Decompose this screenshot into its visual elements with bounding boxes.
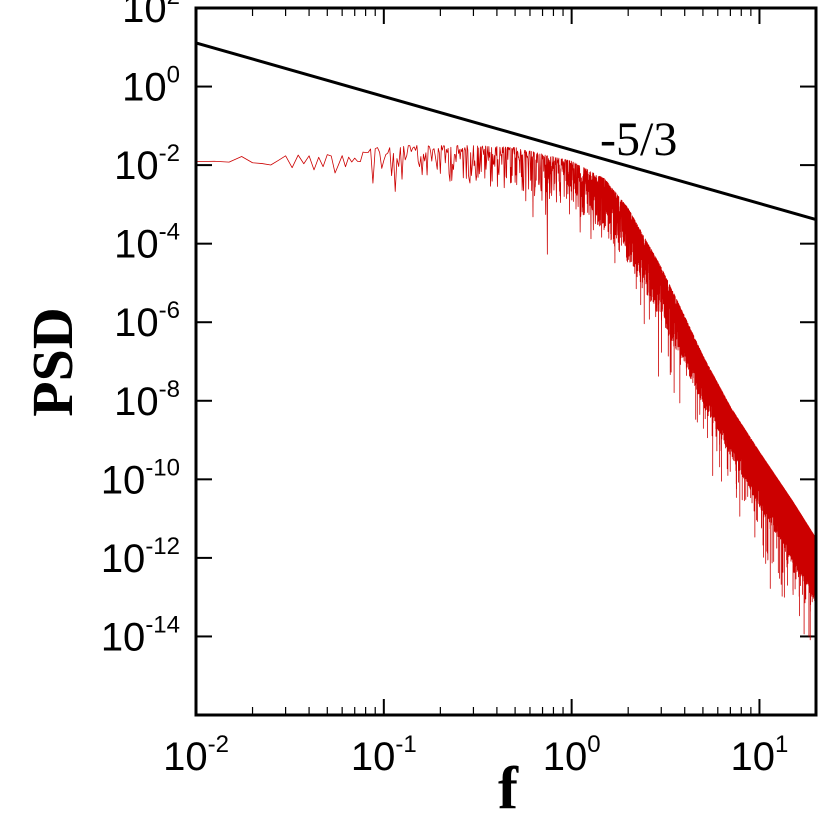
y-tick-labels: 102 100 10-2 10-4 10-6 10-8 10-10 10-12 10-14 — [101, 0, 180, 659]
x-tick-label: 100 — [543, 731, 601, 779]
y-tick-label: 10-4 — [114, 219, 180, 267]
x-axis-title: f — [498, 755, 519, 821]
slope-annotation: -5/3 — [600, 113, 677, 166]
y-tick-label: 10-14 — [101, 611, 180, 659]
x-tick-labels: 10-2 10-1 100 101 — [163, 731, 788, 779]
plot-area — [196, 8, 816, 715]
y-tick-label: 10-10 — [101, 454, 180, 502]
x-tick-label: 101 — [731, 731, 789, 779]
y-tick-label: 10-12 — [101, 533, 180, 581]
slope-reference-line — [196, 41, 816, 222]
y-tick-label: 10-6 — [114, 297, 180, 345]
y-axis-title: PSD — [20, 307, 85, 417]
y-tick-label: 100 — [122, 62, 180, 110]
y-tick-label: 10-8 — [114, 376, 180, 424]
y-tick-label: 102 — [122, 0, 180, 31]
y-tick-label: 10-2 — [114, 140, 180, 188]
x-tick-label: 10-1 — [351, 731, 417, 779]
x-tick-label: 10-2 — [163, 731, 229, 779]
psd-series-line — [196, 145, 816, 663]
plot-frame — [194, 6, 818, 717]
